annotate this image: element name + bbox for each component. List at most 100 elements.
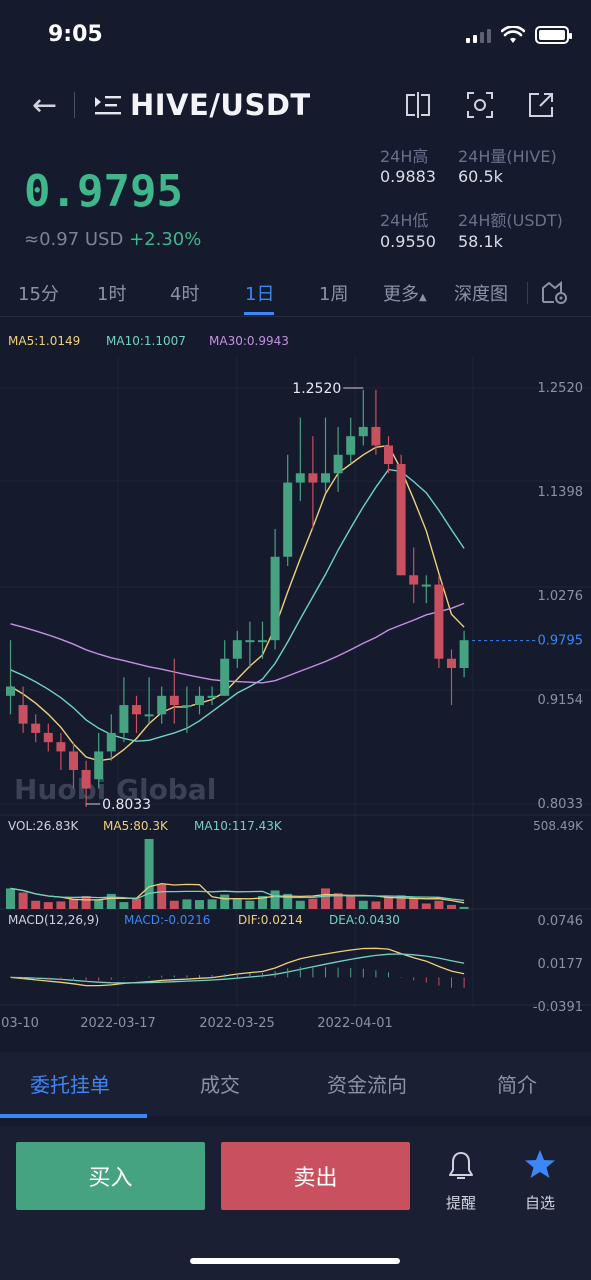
candle-body (283, 482, 293, 557)
macd-tick-label: 0.0177 (538, 957, 584, 972)
tab-divider (527, 282, 528, 304)
back-arrow-icon[interactable]: ← (32, 88, 58, 123)
low-value: 0.9550 (380, 232, 436, 251)
candle-body (182, 705, 192, 708)
dea-value: DEA:0.0430 (329, 913, 400, 927)
tab-fund-flow[interactable]: 资金流向 (327, 1073, 407, 1097)
buy-button[interactable]: 买入 (16, 1142, 205, 1210)
favorite-label[interactable]: 自选 (524, 1194, 555, 1212)
price-sub: ≈0.97 USD +2.30% (24, 229, 201, 250)
amount-label: 24H额(USDT) (458, 211, 563, 230)
volume-bar (283, 893, 293, 909)
volume-bar (308, 898, 318, 909)
candle-body (270, 556, 280, 641)
menu-list-icon[interactable] (94, 94, 122, 116)
price-tick-label: 1.1398 (538, 485, 584, 500)
tab-trades[interactable]: 成交 (200, 1073, 240, 1097)
candle-body (308, 473, 318, 483)
volume-bar (106, 893, 116, 909)
price-tick-label: 0.8033 (538, 797, 584, 812)
macd-panel: 0.0746 0.0177 -0.0391 (10, 914, 584, 1015)
candle-body (56, 742, 66, 752)
candle-body (144, 714, 154, 717)
candle-body (157, 695, 167, 715)
volume-bar (6, 888, 15, 909)
kline-chart[interactable]: MA5:1.0149 MA10:1.1007 MA30:0.9943 Huobi… (0, 317, 591, 1047)
volume-bar (69, 899, 78, 909)
candle-body (396, 464, 406, 576)
wifi-icon (501, 26, 525, 43)
volume-bar (182, 899, 192, 909)
price-tick-label: 1.2520 (538, 381, 584, 396)
candle-body (321, 473, 330, 483)
volume-bar (31, 900, 41, 909)
tab-1h[interactable]: 1时 (97, 284, 127, 305)
high-label: 24H高 (380, 147, 429, 166)
battery-icon (535, 26, 572, 44)
candle-body (18, 705, 28, 724)
volume-bar (459, 906, 469, 909)
x-tick-label: 2022-04-01 (317, 1016, 393, 1031)
candle-body (106, 732, 116, 752)
ma30-line (10, 602, 465, 684)
volume-bar (447, 904, 456, 909)
volume-bar (346, 895, 356, 909)
candle-body (346, 436, 356, 455)
volume-bar (207, 899, 217, 909)
volume-bar (144, 839, 154, 909)
volume-bar (220, 894, 230, 909)
chart-settings-icon[interactable] (540, 280, 570, 306)
price-change: +2.30% (129, 229, 202, 250)
candle-body (459, 640, 469, 668)
x-tick-label: 2022-03-25 (199, 1016, 275, 1031)
candle-body (169, 695, 179, 706)
tab-depth[interactable]: 深度图 (454, 284, 508, 305)
candle-body (409, 575, 419, 585)
candle-body (245, 640, 255, 643)
tab-1w[interactable]: 1周 (319, 284, 349, 305)
pair-title[interactable]: HIVE/USDT (130, 88, 311, 122)
vol-ma5-line (10, 882, 465, 904)
volume-bar (119, 902, 129, 909)
divider (74, 92, 75, 118)
signal-icon (466, 27, 491, 43)
candle-body (94, 751, 104, 780)
volume-bar (81, 895, 91, 909)
candle-body (119, 705, 129, 733)
tab-4h[interactable]: 4时 (170, 284, 200, 305)
high-value: 0.9883 (380, 167, 436, 186)
ma10-label: MA10:1.1007 (106, 334, 186, 348)
vol-ma10-line (10, 887, 465, 902)
candle-body (447, 658, 456, 668)
share-icon[interactable] (526, 90, 556, 120)
tab-1d[interactable]: 1日 (245, 284, 275, 305)
vol-value: 60.5k (458, 167, 503, 186)
volume-bar (245, 900, 255, 909)
tab-intro[interactable]: 简介 (497, 1073, 537, 1097)
alert-label[interactable]: 提醒 (445, 1194, 476, 1212)
bell-icon[interactable] (447, 1150, 475, 1182)
bottom-tabs (0, 1052, 591, 1116)
volume-bar (384, 895, 393, 909)
candle-body (69, 751, 78, 770)
x-axis: 03-10 2022-03-17 2022-03-25 2022-04-01 (1, 1016, 393, 1031)
tab-15m[interactable]: 15分 (18, 284, 59, 305)
macd-title: MACD(12,26,9) (8, 913, 99, 927)
x-tick-label: 03-10 (1, 1016, 39, 1031)
tab-more[interactable]: 更多▲ (383, 280, 427, 306)
candle-body (358, 426, 368, 437)
low-label: 24H低 (380, 211, 429, 230)
candle-body (384, 445, 393, 465)
volume-bars (6, 839, 469, 909)
sell-button[interactable]: 卖出 (221, 1142, 410, 1210)
markers: 1.2520 0.8033 (86, 381, 364, 813)
x-tick-label: 2022-03-17 (80, 1016, 156, 1031)
tab-open-orders[interactable]: 委托挂单 (30, 1073, 110, 1097)
volume-bar (258, 895, 267, 909)
compare-icon[interactable] (403, 90, 433, 120)
vol-max: 508.49K (533, 819, 584, 833)
star-icon[interactable] (524, 1148, 556, 1180)
candle-body (295, 473, 305, 483)
screenshot-icon[interactable] (465, 90, 495, 120)
volume-bar (232, 899, 242, 909)
